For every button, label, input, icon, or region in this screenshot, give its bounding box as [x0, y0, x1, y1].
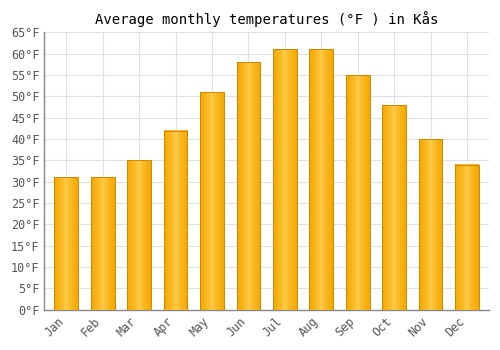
Bar: [200, 92, 224, 310]
Bar: [128, 160, 151, 310]
Bar: [346, 75, 370, 310]
Bar: [54, 177, 78, 310]
Bar: [273, 49, 296, 310]
Bar: [419, 139, 442, 310]
Bar: [91, 177, 114, 310]
Bar: [310, 49, 333, 310]
Bar: [236, 62, 260, 310]
Bar: [164, 131, 188, 310]
Bar: [382, 105, 406, 310]
Title: Average monthly temperatures (°F ) in Kås: Average monthly temperatures (°F ) in Kå…: [95, 11, 438, 27]
Bar: [455, 164, 479, 310]
